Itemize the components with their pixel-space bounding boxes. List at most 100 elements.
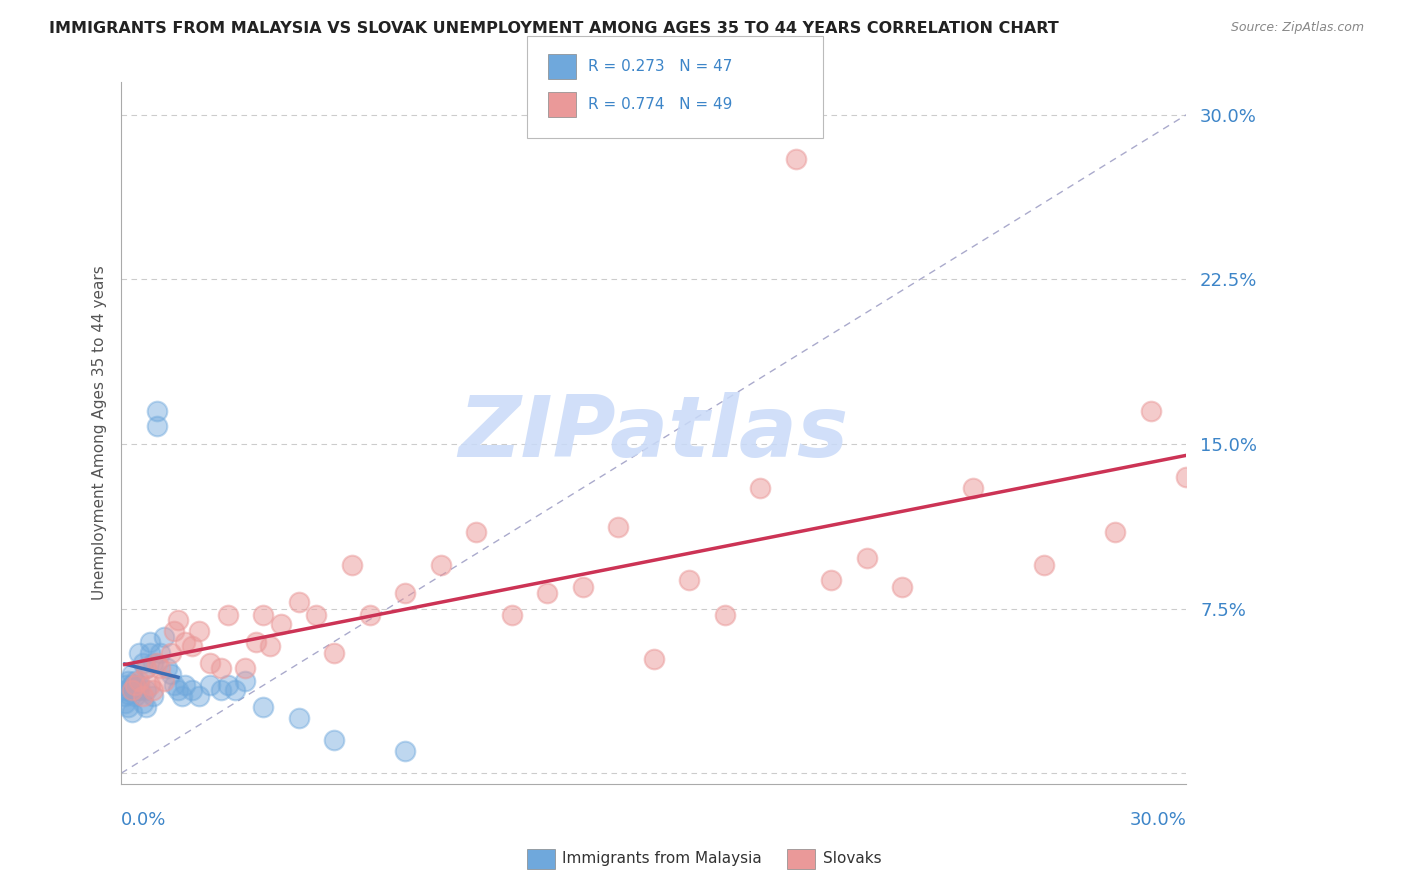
Point <box>135 661 157 675</box>
Point <box>259 639 281 653</box>
Point <box>114 696 136 710</box>
Point <box>713 608 735 623</box>
Point <box>198 678 221 692</box>
Point <box>124 673 146 688</box>
Point <box>128 673 150 688</box>
Point <box>138 634 160 648</box>
Point <box>245 634 267 648</box>
Point <box>121 705 143 719</box>
Text: 30.0%: 30.0% <box>1129 811 1187 829</box>
Point <box>153 673 176 688</box>
Text: ZIPatlas: ZIPatlas <box>458 392 849 475</box>
Point <box>198 657 221 671</box>
Point <box>785 152 807 166</box>
Point <box>174 678 197 692</box>
Point <box>287 595 309 609</box>
Point <box>128 646 150 660</box>
Point <box>1139 404 1161 418</box>
Point <box>1175 470 1198 484</box>
Point <box>217 678 239 692</box>
Point <box>145 657 167 671</box>
Point <box>117 682 139 697</box>
Point <box>323 646 346 660</box>
Point <box>170 690 193 704</box>
Point <box>394 744 416 758</box>
Point <box>160 667 183 681</box>
Point <box>188 624 211 638</box>
Text: 0.0%: 0.0% <box>121 811 166 829</box>
Point <box>643 652 665 666</box>
Point <box>135 661 157 675</box>
Point <box>163 624 186 638</box>
Point <box>131 690 153 704</box>
Point <box>114 678 136 692</box>
Point <box>394 586 416 600</box>
Point <box>429 558 451 572</box>
Point <box>287 711 309 725</box>
Point <box>121 678 143 692</box>
Point <box>181 682 204 697</box>
Point <box>167 613 190 627</box>
Point <box>149 646 172 660</box>
Point <box>145 419 167 434</box>
Point <box>124 690 146 704</box>
Point <box>117 673 139 688</box>
Point <box>1033 558 1056 572</box>
Point <box>1104 524 1126 539</box>
Point <box>174 634 197 648</box>
Text: R = 0.273   N = 47: R = 0.273 N = 47 <box>588 60 733 74</box>
Point <box>962 481 984 495</box>
Point <box>252 700 274 714</box>
Point <box>135 682 157 697</box>
Point <box>124 682 146 697</box>
Point <box>340 558 363 572</box>
Point <box>114 682 136 697</box>
Point <box>235 661 257 675</box>
Point <box>117 700 139 714</box>
Point <box>121 667 143 681</box>
Y-axis label: Unemployment Among Ages 35 to 44 years: Unemployment Among Ages 35 to 44 years <box>93 266 107 600</box>
Point <box>501 608 523 623</box>
Point <box>252 608 274 623</box>
Point <box>209 661 232 675</box>
Point <box>131 696 153 710</box>
Point <box>607 520 630 534</box>
Point <box>209 682 232 697</box>
Point <box>820 573 842 587</box>
Point <box>181 639 204 653</box>
Text: Source: ZipAtlas.com: Source: ZipAtlas.com <box>1230 21 1364 34</box>
Point <box>359 608 381 623</box>
Point <box>571 580 593 594</box>
Point <box>167 682 190 697</box>
Point <box>138 646 160 660</box>
Point <box>270 617 292 632</box>
Text: Immigrants from Malaysia: Immigrants from Malaysia <box>562 851 762 865</box>
Text: R = 0.774   N = 49: R = 0.774 N = 49 <box>588 97 733 112</box>
Point <box>145 404 167 418</box>
Point <box>235 673 257 688</box>
Text: IMMIGRANTS FROM MALAYSIA VS SLOVAK UNEMPLOYMENT AMONG AGES 35 TO 44 YEARS CORREL: IMMIGRANTS FROM MALAYSIA VS SLOVAK UNEMP… <box>49 21 1059 36</box>
Point <box>305 608 328 623</box>
Point <box>536 586 558 600</box>
Point <box>124 678 146 692</box>
Point <box>128 682 150 697</box>
Point <box>142 690 165 704</box>
Point <box>156 661 179 675</box>
Point <box>163 678 186 692</box>
Point <box>891 580 914 594</box>
Point <box>117 687 139 701</box>
Point <box>224 682 246 697</box>
Point <box>323 733 346 747</box>
Point <box>121 682 143 697</box>
Point <box>855 551 877 566</box>
Point <box>149 661 172 675</box>
Point <box>135 700 157 714</box>
Point <box>153 630 176 644</box>
Point <box>217 608 239 623</box>
Point <box>114 690 136 704</box>
Point <box>160 646 183 660</box>
Point <box>131 657 153 671</box>
Point <box>142 682 165 697</box>
Text: Slovaks: Slovaks <box>823 851 882 865</box>
Point <box>678 573 700 587</box>
